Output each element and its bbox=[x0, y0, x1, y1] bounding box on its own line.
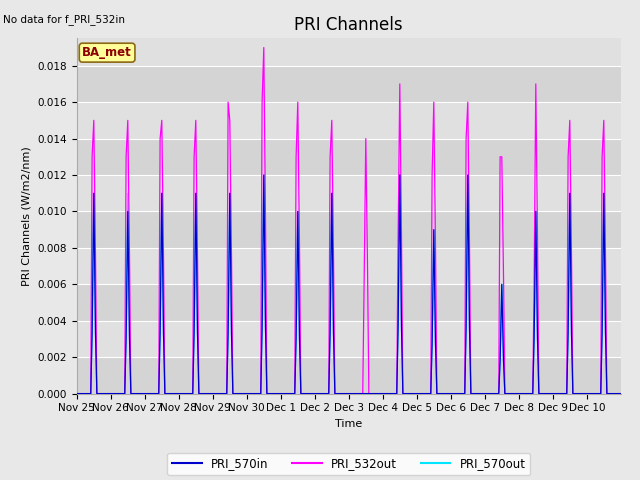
Bar bbox=[77, 212, 621, 248]
Title: PRI Channels: PRI Channels bbox=[294, 16, 403, 34]
Bar bbox=[77, 66, 621, 102]
Text: No data for f_PRI_532in: No data for f_PRI_532in bbox=[3, 14, 125, 25]
X-axis label: Time: Time bbox=[335, 419, 362, 429]
Y-axis label: PRI Channels (W/m2/nm): PRI Channels (W/m2/nm) bbox=[22, 146, 32, 286]
Text: BA_met: BA_met bbox=[82, 46, 132, 59]
Bar bbox=[77, 357, 621, 394]
Bar bbox=[77, 284, 621, 321]
Bar bbox=[77, 139, 621, 175]
Legend: PRI_570in, PRI_532out, PRI_570out: PRI_570in, PRI_532out, PRI_570out bbox=[167, 453, 531, 475]
